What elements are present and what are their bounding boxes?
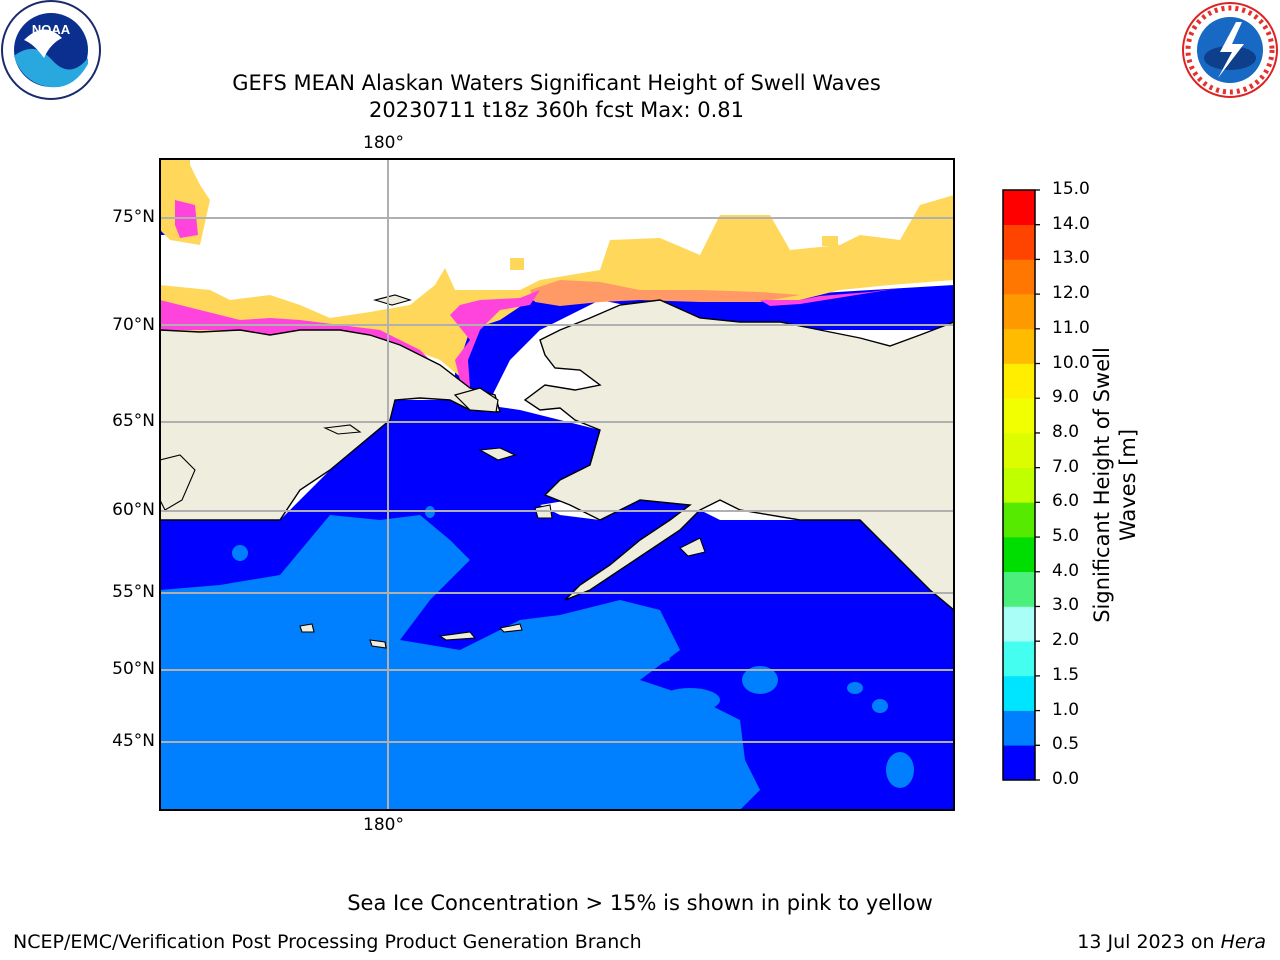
pacific-swell-mid [160, 515, 760, 810]
colorbar-bin-4.0-5.0 [1003, 537, 1035, 573]
colorbar-bin-3.0-4.0 [1003, 571, 1035, 607]
colorbar-tick-label: 1.0 [1052, 699, 1080, 720]
colorbar-bin-2.0-3.0 [1003, 606, 1035, 642]
lat-label-65: 65°N [112, 411, 155, 431]
pacific-swell-mid-2 [480, 610, 670, 680]
lon-label-top: 180° [363, 133, 404, 153]
colorbar-tick-label: 8.0 [1052, 421, 1080, 442]
colorbar-tick-label: 3.0 [1052, 595, 1080, 616]
date-text: 13 Jul 2023 on [1077, 931, 1215, 953]
colorbar-bin-12.0-13.0 [1003, 259, 1035, 295]
lat-label-45: 45°N [112, 731, 155, 751]
colorbar-tick-label: 12.0 [1052, 283, 1090, 304]
colorbar-tick-label: 5.0 [1052, 526, 1080, 547]
colorbar-tick-label: 9.0 [1052, 387, 1080, 408]
colorbar-bin-13.0-14.0 [1003, 224, 1035, 260]
colorbar-frame [1002, 189, 1036, 781]
lat-label-70: 70°N [112, 315, 155, 335]
colorbar-bin-11.0-12.0 [1003, 294, 1035, 330]
colorbar-bin-14.0-15.0 [1003, 190, 1035, 226]
lat-label-50: 50°N [112, 659, 155, 679]
colorbar-tick-label: 4.0 [1052, 560, 1080, 581]
lat-label-55: 55°N [112, 582, 155, 602]
colorbar-bin-0.5-1.0 [1003, 710, 1035, 746]
chart-title-line1: GEFS MEAN Alaskan Waters Significant Hei… [232, 71, 881, 95]
mid-swell-patches [232, 506, 914, 788]
colorbar-tick-label: 11.0 [1052, 317, 1090, 338]
colorbar-tick-label: 2.0 [1052, 630, 1080, 651]
noaa-logo: NOAA [1, 0, 101, 100]
lat-label-60: 60°N [112, 500, 155, 520]
colorbar-tick-label: 10.0 [1052, 352, 1090, 373]
colorbar-bin-9.0-10.0 [1003, 363, 1035, 399]
colorbar-tick-label: 1.5 [1052, 664, 1080, 685]
colorbar-bin-10.0-11.0 [1003, 328, 1035, 364]
colorbar-tick-label: 13.0 [1052, 248, 1090, 269]
colorbar-bin-1.0-1.5 [1003, 675, 1035, 711]
colorbar [1002, 189, 1040, 781]
map-frame [159, 158, 955, 811]
colorbar-tick-label: 6.0 [1052, 491, 1080, 512]
colorbar-bin-8.0-9.0 [1003, 398, 1035, 434]
colorbar-bin-0.0-0.5 [1003, 745, 1035, 781]
arctic-sea [455, 282, 954, 400]
chukotka-tip [453, 387, 499, 413]
lat-label-75: 75°N [112, 207, 155, 227]
islands [160, 294, 706, 649]
date-stamp: 13 Jul 2023 on Hera [1077, 931, 1266, 953]
nws-logo [1182, 2, 1278, 98]
colorbar-tick-label: 14.0 [1052, 213, 1090, 234]
colorbar-label: Significant Height of Swell Waves [m] [1089, 347, 1141, 623]
lon-label-bottom: 180° [363, 815, 404, 835]
colorbar-bin-7.0-8.0 [1003, 432, 1035, 468]
gridlines [160, 159, 954, 810]
sea-ice [160, 160, 954, 388]
alaska-land [523, 299, 954, 611]
colorbar-tick-label: 15.0 [1052, 179, 1090, 199]
machine-name: Hera [1220, 931, 1266, 953]
colorbar-label-line1: Significant Height of Swell [1090, 347, 1114, 623]
noaa-logo-text: NOAA [32, 22, 71, 37]
colorbar-tick-label: 7.0 [1052, 456, 1080, 477]
colorbar-tick-label: 0.0 [1052, 769, 1080, 789]
credit-text: NCEP/EMC/Verification Post Processing Pr… [13, 931, 642, 953]
chart-title-line2: 20230711 t18z 360h fcst Max: 0.81 [369, 98, 744, 122]
colorbar-bin-1.5-2.0 [1003, 641, 1035, 677]
colorbar-tick-label: 0.5 [1052, 734, 1080, 755]
colorbar-label-line2: Waves [m] [1116, 428, 1140, 542]
sea-ice-note: Sea Ice Concentration > 15% is shown in … [347, 891, 933, 915]
colorbar-bin-6.0-7.0 [1003, 467, 1035, 503]
colorbar-bin-5.0-6.0 [1003, 502, 1035, 538]
